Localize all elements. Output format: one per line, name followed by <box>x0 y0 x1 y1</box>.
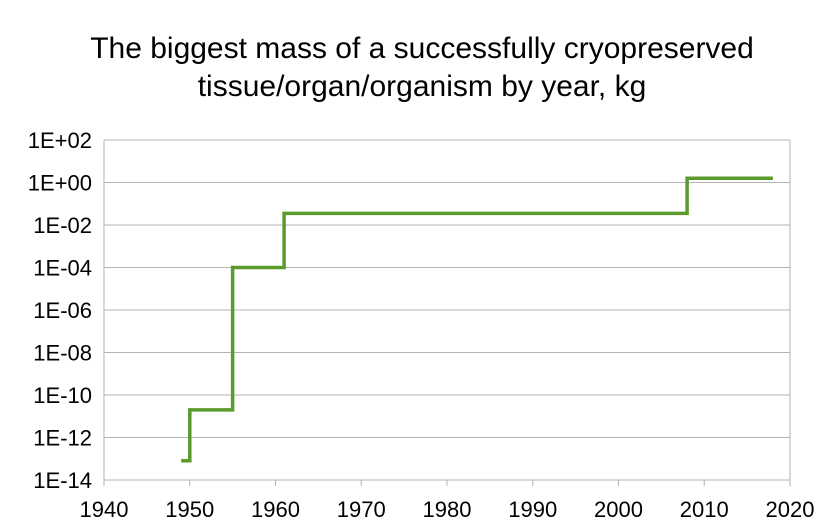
y-tick-label: 1E+02 <box>28 128 92 153</box>
x-tick-label: 1980 <box>423 497 472 522</box>
x-tick-labels: 1940 1950 1960 1970 1980 1990 2000 2010 2020 <box>80 480 815 522</box>
x-tick-label: 1970 <box>337 497 386 522</box>
y-tick-label: 1E-08 <box>33 341 92 366</box>
chart-title-line: The biggest mass of a successfully cryop… <box>90 32 754 65</box>
x-tick-label: 1950 <box>165 497 214 522</box>
chart-title-line: tissue/organ/organism by year, kg <box>198 70 647 103</box>
y-tick-label: 1E-06 <box>33 298 92 323</box>
x-tick-label: 2020 <box>766 497 815 522</box>
x-tick-label: 1940 <box>80 497 129 522</box>
x-tick-label: 2010 <box>680 497 729 522</box>
x-tick-label: 1990 <box>508 497 557 522</box>
chart-title: The biggest mass of a successfully cryop… <box>90 32 754 103</box>
y-tick-labels: 1E+02 1E+00 1E-02 1E-04 1E-06 1E-08 1E-10 1E-12… <box>28 128 92 493</box>
series-line <box>181 176 773 463</box>
y-tick-label: 1E-14 <box>33 468 92 493</box>
y-tick-label: 1E-12 <box>33 426 92 451</box>
x-tick-label: 2000 <box>594 497 643 522</box>
x-tick-label: 1960 <box>251 497 300 522</box>
y-tick-label: 1E-04 <box>33 256 92 281</box>
series-lines <box>181 176 773 463</box>
y-tick-label: 1E-02 <box>33 213 92 238</box>
y-tick-label: 1E-10 <box>33 383 92 408</box>
y-tick-label: 1E+00 <box>28 171 92 196</box>
